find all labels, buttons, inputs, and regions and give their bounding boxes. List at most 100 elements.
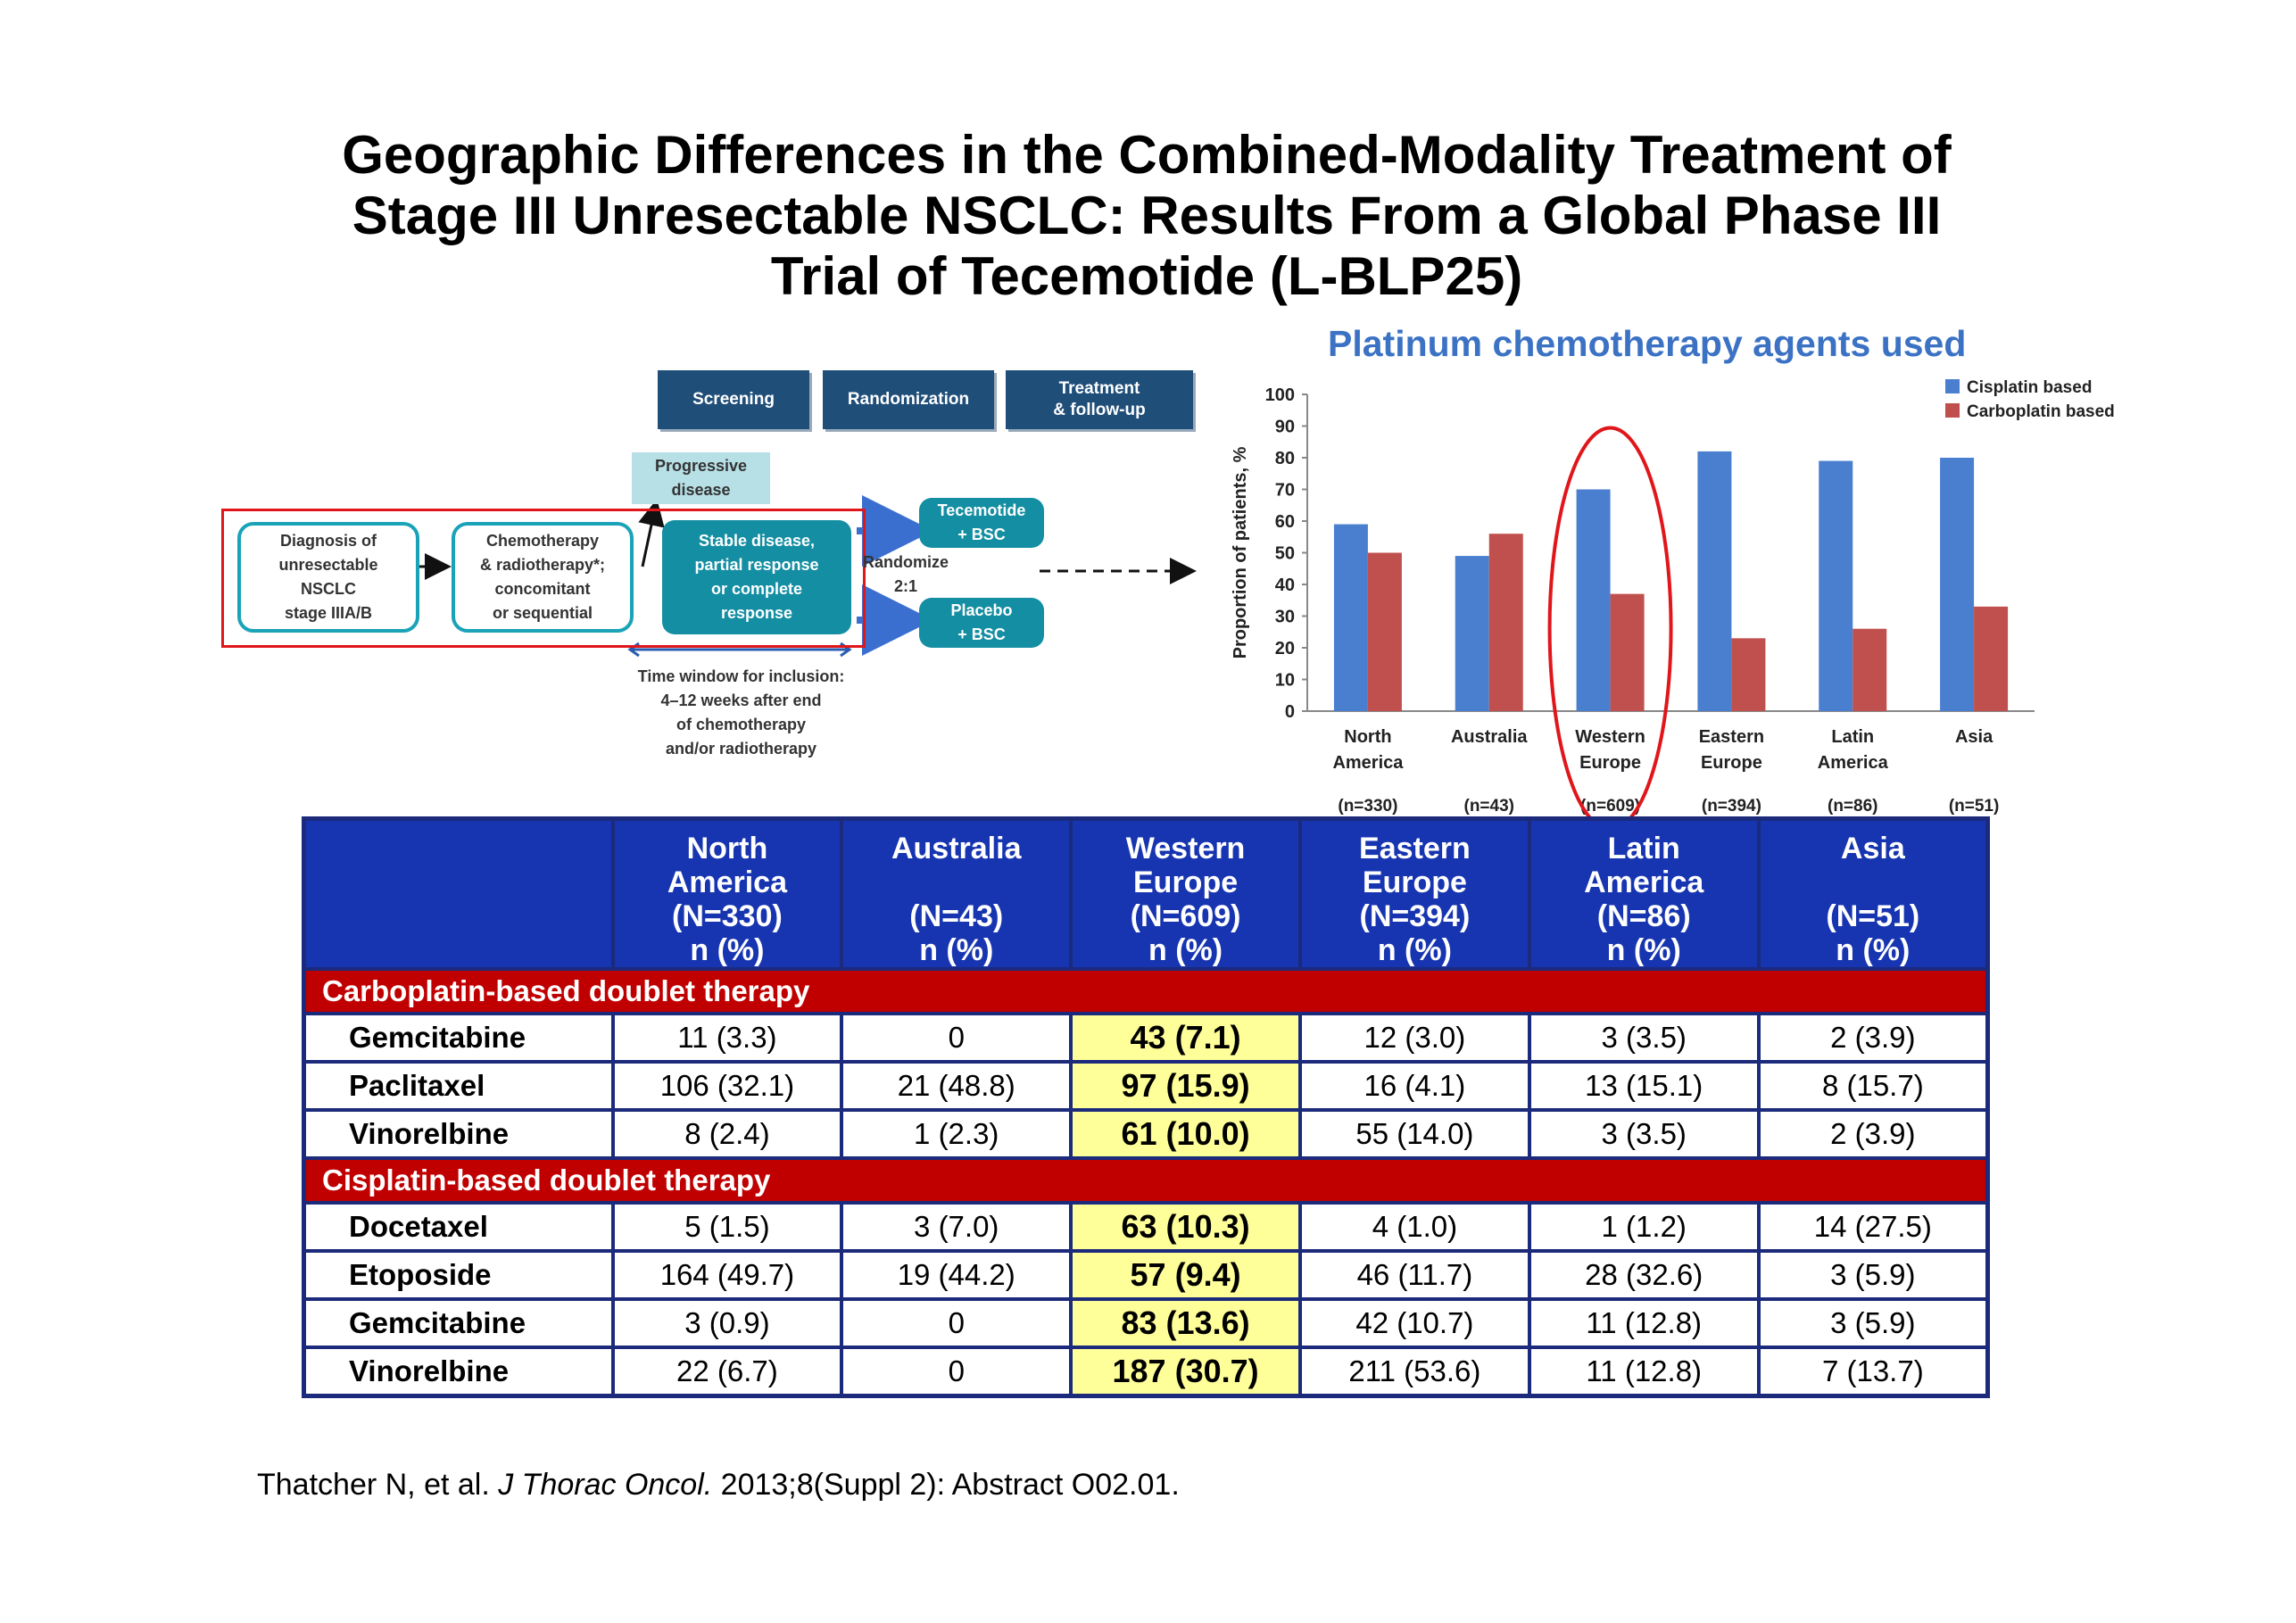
- y-tick-label: 100: [1265, 385, 1295, 405]
- y-tick-label: 90: [1275, 418, 1295, 437]
- table-cell: 83 (13.6): [1069, 1297, 1302, 1349]
- table-cell: 187 (30.7): [1069, 1346, 1302, 1397]
- column-header-line: America: [1584, 865, 1704, 899]
- table-cell: 211 (53.6): [1297, 1346, 1531, 1397]
- y-tick-label: 0: [1285, 702, 1295, 722]
- drug-name: Etoposide: [302, 1249, 615, 1301]
- section-label: Carboplatin-based doublet therapy: [302, 967, 1990, 1015]
- title-line-1: Geographic Differences in the Combined-M…: [342, 125, 1952, 185]
- column-header: North America (N=330) n (%): [610, 816, 844, 971]
- bar-carboplatin: [1853, 628, 1887, 711]
- table-header-row: North America (N=330) n (%) Australia (N=43)…: [302, 816, 1990, 971]
- randomization-header: Randomization: [823, 370, 994, 429]
- y-tick-label: 40: [1275, 576, 1295, 595]
- column-header-line: (N=394): [1359, 899, 1471, 933]
- drug-name: Vinorelbine: [302, 1346, 615, 1397]
- column-header: Asia (N=51) n (%): [1756, 816, 1990, 971]
- screening-header: Screening: [658, 370, 809, 429]
- column-header-line: Latin: [1607, 832, 1680, 865]
- table-cell: 3 (5.9): [1756, 1249, 1990, 1301]
- table-cell: 11 (12.8): [1527, 1297, 1761, 1349]
- table-cell: 63 (10.3): [1069, 1201, 1302, 1253]
- bar-cisplatin: [1576, 489, 1611, 711]
- column-header: Western Europe (N=609) n (%): [1069, 816, 1302, 971]
- column-header-line: (N=609): [1130, 899, 1241, 933]
- table-cell: 97 (15.9): [1069, 1060, 1302, 1112]
- legend-label: Carboplatin based: [1967, 402, 2115, 421]
- category-n-label: (n=43): [1464, 797, 1515, 816]
- citation-journal: J Thorac Oncol.: [498, 1468, 713, 1502]
- title-line-2: Stage III Unresectable NSCLC: Results Fr…: [352, 186, 1942, 245]
- drug-name: Gemcitabine: [302, 1297, 615, 1349]
- legend-swatch: [1945, 403, 1960, 418]
- column-header-line: n (%): [919, 933, 994, 967]
- regimen-table: North America (N=330) n (%) Australia (N=43)…: [302, 816, 1990, 1398]
- category-label: Europe: [1701, 753, 1762, 773]
- y-tick-label: 60: [1275, 512, 1295, 532]
- column-header-line: (N=43): [909, 899, 1004, 933]
- highlight-ellipse: [1547, 426, 1673, 816]
- drug-name: Gemcitabine: [302, 1012, 615, 1064]
- table-cell: 7 (13.7): [1756, 1346, 1990, 1397]
- table-row: Docetaxel 5 (1.5) 3 (7.0) 63 (10.3) 4 (1.0) 1…: [302, 1201, 1990, 1253]
- bar-carboplatin: [1610, 593, 1645, 711]
- column-header-line: n (%): [1836, 933, 1911, 967]
- bar-cisplatin: [1697, 451, 1732, 711]
- chemoradiotherapy-box: Chemotherapy & radiotherapy*; concomitan…: [452, 522, 634, 633]
- y-tick-label: 80: [1275, 449, 1295, 468]
- category-label: Asia: [1955, 727, 1993, 747]
- table-row: Paclitaxel 106 (32.1) 21 (48.8) 97 (15.9) 16…: [302, 1060, 1990, 1112]
- column-header-line: (N=86): [1596, 899, 1691, 933]
- table-cell: 106 (32.1): [610, 1060, 844, 1112]
- table-cell: 42 (10.7): [1297, 1297, 1531, 1349]
- category-n-label: (n=51): [1949, 797, 2000, 816]
- table-row: Vinorelbine 22 (6.7) 0 187 (30.7) 211 (53.6)…: [302, 1346, 1990, 1397]
- column-header-line: n (%): [1377, 933, 1452, 967]
- drug-name: Vinorelbine: [302, 1108, 615, 1160]
- column-header-line: (N=330): [672, 899, 783, 933]
- category-label: America: [1332, 753, 1404, 773]
- table-cell: 8 (2.4): [610, 1108, 844, 1160]
- table-cell: 0: [840, 1012, 1073, 1064]
- citation-details: 2013;8(Suppl 2): Abstract O02.01.: [712, 1468, 1180, 1502]
- table-cell: 61 (10.0): [1069, 1108, 1302, 1160]
- table-cell: 3 (5.9): [1756, 1297, 1990, 1349]
- table-cell: 55 (14.0): [1297, 1108, 1531, 1160]
- table-cell: 57 (9.4): [1069, 1249, 1302, 1301]
- table-cell: 13 (15.1): [1527, 1060, 1761, 1112]
- category-n-label: (n=609): [1580, 797, 1640, 816]
- time-window-label: Time window for inclusion: 4–12 weeks af…: [637, 667, 845, 758]
- bar-carboplatin: [1367, 552, 1402, 711]
- table-cell: 1 (2.3): [840, 1108, 1073, 1160]
- table-cell: 164 (49.7): [610, 1249, 844, 1301]
- table-cell: 46 (11.7): [1297, 1249, 1531, 1301]
- column-header: Eastern Europe (N=394) n (%): [1297, 816, 1531, 971]
- randomize-label: Randomize 2:1: [862, 553, 949, 595]
- tecemotide-arm-box: Tecemotide + BSC: [919, 498, 1044, 548]
- table-row: Gemcitabine 11 (3.3) 0 43 (7.1) 12 (3.0) 3 (3…: [302, 1012, 1990, 1064]
- stable-disease-box: Stable disease, partial response or comp…: [662, 520, 851, 634]
- column-header-line: n (%): [1606, 933, 1681, 967]
- y-tick-label: 50: [1275, 544, 1295, 564]
- column-header-line: Europe: [1362, 865, 1467, 899]
- title-line-3: Trial of Tecemotide (L-BLP25): [770, 246, 1523, 306]
- category-label: Latin: [1831, 727, 1874, 747]
- column-header-line: America: [667, 865, 788, 899]
- section-row: Carboplatin-based doublet therapy: [302, 967, 1990, 1015]
- column-header: Australia (N=43) n (%): [840, 816, 1073, 971]
- category-label: North: [1344, 727, 1391, 747]
- table-cell: 5 (1.5): [610, 1201, 844, 1253]
- table-cell: 43 (7.1): [1069, 1012, 1302, 1064]
- table-cell: 11 (3.3): [610, 1012, 844, 1064]
- table-cell: 3 (3.5): [1527, 1012, 1761, 1064]
- table-cell: 3 (7.0): [840, 1201, 1073, 1253]
- legend-label: Cisplatin based: [1967, 378, 2092, 397]
- table-cell: 1 (1.2): [1527, 1201, 1761, 1253]
- category-label: America: [1818, 753, 1889, 773]
- table-cell: 11 (12.8): [1527, 1346, 1761, 1397]
- y-tick-label: 30: [1275, 608, 1295, 627]
- placebo-arm-box: Placebo + BSC: [919, 598, 1044, 648]
- platinum-bar-chart: 0 10 20 30 40 50 60 70 80 90 100 Proportion of pati…: [1231, 378, 2115, 816]
- table-row: Vinorelbine 8 (2.4) 1 (2.3) 61 (10.0) 55 (14…: [302, 1108, 1990, 1160]
- column-header-line: (N=51): [1826, 899, 1920, 933]
